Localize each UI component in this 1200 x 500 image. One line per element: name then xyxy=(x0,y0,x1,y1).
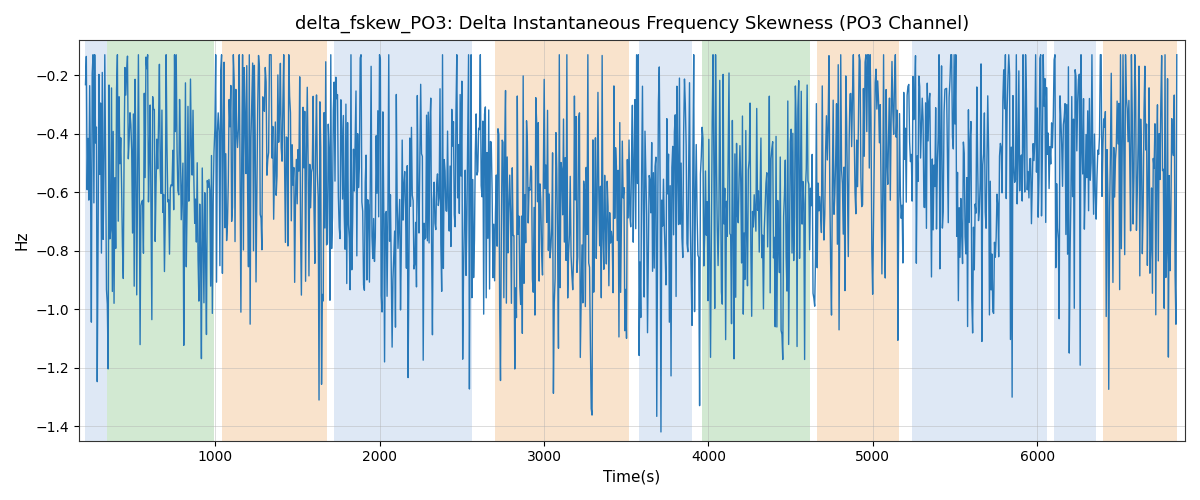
Bar xyxy=(494,40,630,440)
X-axis label: Time(s): Time(s) xyxy=(604,470,660,485)
Bar xyxy=(912,40,1046,440)
Bar xyxy=(1054,40,1097,440)
Bar xyxy=(640,40,692,440)
Bar xyxy=(85,40,107,440)
Y-axis label: Hz: Hz xyxy=(14,230,30,250)
Bar xyxy=(817,40,899,440)
Bar xyxy=(222,40,328,440)
Bar xyxy=(1103,40,1177,440)
Title: delta_fskew_PO3: Delta Instantaneous Frequency Skewness (PO3 Channel): delta_fskew_PO3: Delta Instantaneous Fre… xyxy=(295,15,970,34)
Bar xyxy=(334,40,472,440)
Bar xyxy=(702,40,810,440)
Bar xyxy=(107,40,214,440)
